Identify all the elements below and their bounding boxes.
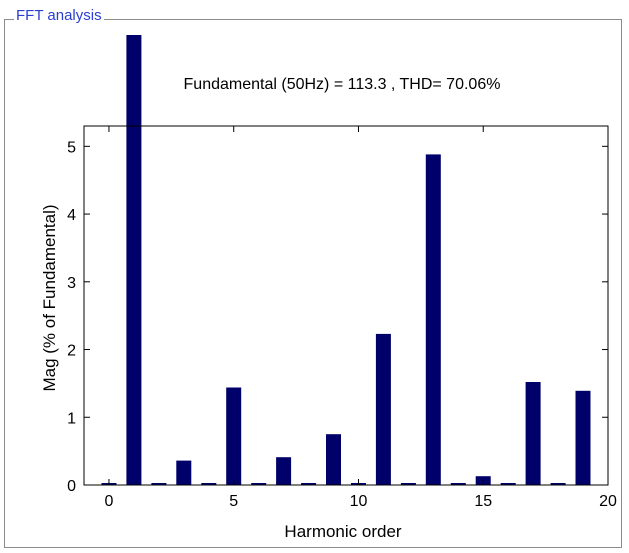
x-tick-label-20: 20 <box>599 493 617 510</box>
y-tick-label-2: 2 <box>67 343 76 360</box>
y-tick-label-1: 1 <box>67 410 76 427</box>
bar-harmonic-1 <box>126 35 142 485</box>
y-tick-label-5: 5 <box>67 139 76 156</box>
bar-harmonic-11 <box>375 333 391 485</box>
bar-harmonic-8 <box>301 483 317 485</box>
x-axis-label: Harmonic order <box>284 522 401 541</box>
bars-group <box>101 35 591 485</box>
y-axis-label: Mag (% of Fundamental) <box>40 204 59 391</box>
bar-harmonic-13 <box>425 154 441 485</box>
plot-background <box>84 126 608 485</box>
x-tick-label-5: 5 <box>229 493 238 510</box>
bar-harmonic-9 <box>326 434 341 485</box>
bar-harmonic-2 <box>151 483 167 485</box>
y-tick-label-3: 3 <box>67 275 76 292</box>
bar-harmonic-16 <box>500 483 516 485</box>
bar-harmonic-14 <box>450 483 466 485</box>
bar-harmonic-5 <box>226 387 242 485</box>
x-tick-label-15: 15 <box>474 493 492 510</box>
y-ticks-group: 0 1 2 3 4 5 <box>67 139 608 495</box>
bar-harmonic-6 <box>251 483 267 485</box>
bar-harmonic-18 <box>550 483 566 485</box>
x-tick-label-10: 10 <box>350 493 368 510</box>
bar-harmonic-7 <box>276 457 292 485</box>
panel-border <box>4 19 622 548</box>
x-tick-label-0: 0 <box>104 493 113 510</box>
bar-harmonic-17 <box>525 382 541 485</box>
bar-harmonic-3 <box>176 460 192 485</box>
fft-analysis-panel: FFT analysis <box>4 0 624 548</box>
y-tick-label-0: 0 <box>67 478 76 495</box>
bar-harmonic-19 <box>575 390 591 485</box>
x-ticks-group: 0 5 10 15 20 <box>104 126 617 510</box>
panel-title: FFT analysis <box>14 6 104 26</box>
bar-harmonic-4 <box>201 483 217 485</box>
bar-harmonic-12 <box>400 483 416 485</box>
axes-box <box>83 125 609 486</box>
chart-annotation: Fundamental (50Hz) = 113.3 , THD= 70.06% <box>184 76 501 93</box>
y-tick-label-4: 4 <box>67 207 76 224</box>
